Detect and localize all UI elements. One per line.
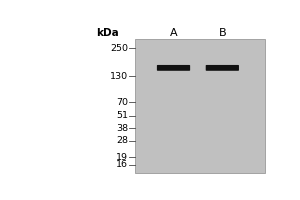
Text: 38: 38: [116, 124, 128, 133]
FancyBboxPatch shape: [206, 65, 239, 71]
Text: 130: 130: [110, 72, 128, 81]
Text: 19: 19: [116, 153, 128, 162]
Text: 250: 250: [110, 44, 128, 53]
Text: B: B: [218, 28, 226, 38]
Text: 70: 70: [116, 98, 128, 107]
Text: 28: 28: [116, 136, 128, 145]
FancyBboxPatch shape: [157, 65, 190, 71]
Text: 16: 16: [116, 160, 128, 169]
Text: A: A: [170, 28, 177, 38]
Bar: [135, 39, 266, 173]
Text: kDa: kDa: [96, 28, 118, 38]
Text: 51: 51: [116, 111, 128, 120]
